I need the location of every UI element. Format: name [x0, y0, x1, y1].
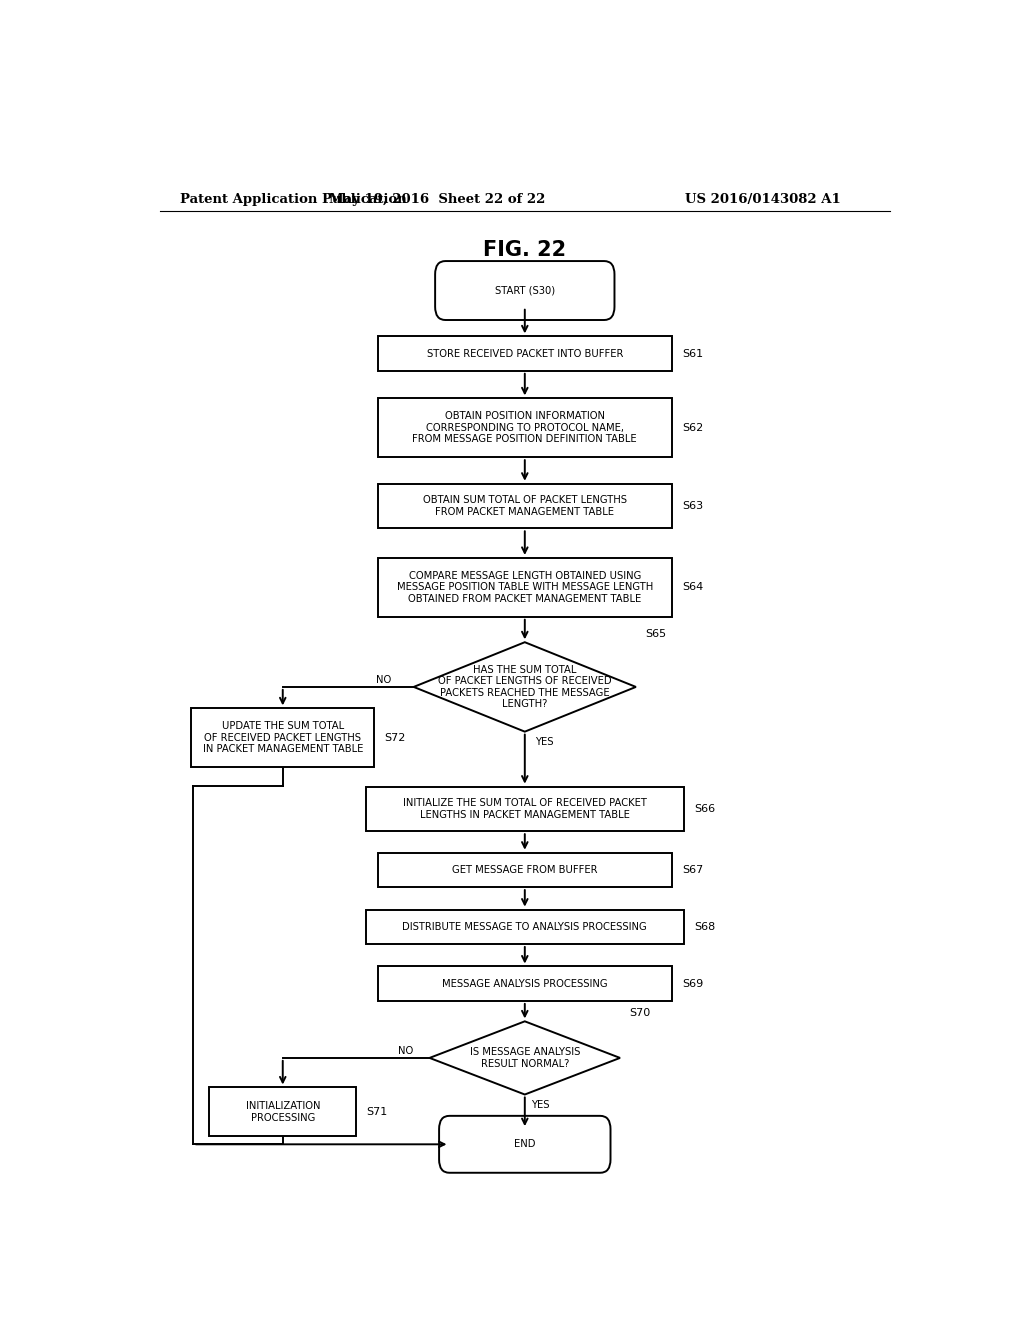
Text: S68: S68 — [694, 921, 715, 932]
Text: OBTAIN POSITION INFORMATION
CORRESPONDING TO PROTOCOL NAME,
FROM MESSAGE POSITIO: OBTAIN POSITION INFORMATION CORRESPONDIN… — [413, 411, 637, 445]
Text: END: END — [514, 1139, 536, 1150]
FancyBboxPatch shape — [378, 853, 672, 887]
Text: S66: S66 — [694, 804, 715, 814]
FancyBboxPatch shape — [209, 1088, 356, 1137]
FancyBboxPatch shape — [191, 709, 374, 767]
Text: IS MESSAGE ANALYSIS
RESULT NORMAL?: IS MESSAGE ANALYSIS RESULT NORMAL? — [470, 1047, 580, 1069]
Text: FIG. 22: FIG. 22 — [483, 240, 566, 260]
FancyBboxPatch shape — [439, 1115, 610, 1172]
FancyBboxPatch shape — [378, 558, 672, 616]
Text: INITIALIZATION
PROCESSING: INITIALIZATION PROCESSING — [246, 1101, 321, 1122]
Text: S67: S67 — [682, 865, 703, 875]
Text: GET MESSAGE FROM BUFFER: GET MESSAGE FROM BUFFER — [452, 865, 598, 875]
Text: DISTRIBUTE MESSAGE TO ANALYSIS PROCESSING: DISTRIBUTE MESSAGE TO ANALYSIS PROCESSIN… — [402, 921, 647, 932]
Text: S61: S61 — [682, 348, 703, 359]
Text: S65: S65 — [645, 630, 667, 639]
Text: US 2016/0143082 A1: US 2016/0143082 A1 — [685, 193, 841, 206]
Polygon shape — [414, 643, 636, 731]
Text: NO: NO — [398, 1045, 414, 1056]
Text: S63: S63 — [682, 502, 703, 511]
Text: S64: S64 — [682, 582, 703, 593]
Text: May 19, 2016  Sheet 22 of 22: May 19, 2016 Sheet 22 of 22 — [330, 193, 546, 206]
Text: INITIALIZE THE SUM TOTAL OF RECEIVED PACKET
LENGTHS IN PACKET MANAGEMENT TABLE: INITIALIZE THE SUM TOTAL OF RECEIVED PAC… — [402, 799, 647, 820]
Text: YES: YES — [531, 1100, 550, 1110]
Text: S71: S71 — [367, 1106, 388, 1117]
FancyBboxPatch shape — [367, 909, 684, 944]
FancyBboxPatch shape — [435, 261, 614, 319]
Polygon shape — [430, 1022, 620, 1094]
FancyBboxPatch shape — [367, 787, 684, 832]
FancyBboxPatch shape — [378, 337, 672, 371]
Text: S69: S69 — [682, 978, 703, 989]
Text: COMPARE MESSAGE LENGTH OBTAINED USING
MESSAGE POSITION TABLE WITH MESSAGE LENGTH: COMPARE MESSAGE LENGTH OBTAINED USING ME… — [396, 570, 653, 605]
Text: HAS THE SUM TOTAL
OF PACKET LENGTHS OF RECEIVED
PACKETS REACHED THE MESSAGE
LENG: HAS THE SUM TOTAL OF PACKET LENGTHS OF R… — [438, 664, 611, 709]
FancyBboxPatch shape — [378, 966, 672, 1001]
Text: MESSAGE ANALYSIS PROCESSING: MESSAGE ANALYSIS PROCESSING — [442, 978, 607, 989]
Text: UPDATE THE SUM TOTAL
OF RECEIVED PACKET LENGTHS
IN PACKET MANAGEMENT TABLE: UPDATE THE SUM TOTAL OF RECEIVED PACKET … — [203, 721, 362, 754]
Text: START (S30): START (S30) — [495, 285, 555, 296]
Text: Patent Application Publication: Patent Application Publication — [179, 193, 407, 206]
Text: STORE RECEIVED PACKET INTO BUFFER: STORE RECEIVED PACKET INTO BUFFER — [427, 348, 623, 359]
Text: S62: S62 — [682, 422, 703, 433]
FancyBboxPatch shape — [378, 483, 672, 528]
Text: YES: YES — [536, 737, 554, 747]
Text: S70: S70 — [630, 1008, 651, 1018]
Text: NO: NO — [376, 675, 391, 685]
Text: S72: S72 — [384, 733, 406, 743]
Text: OBTAIN SUM TOTAL OF PACKET LENGTHS
FROM PACKET MANAGEMENT TABLE: OBTAIN SUM TOTAL OF PACKET LENGTHS FROM … — [423, 495, 627, 517]
FancyBboxPatch shape — [378, 399, 672, 457]
